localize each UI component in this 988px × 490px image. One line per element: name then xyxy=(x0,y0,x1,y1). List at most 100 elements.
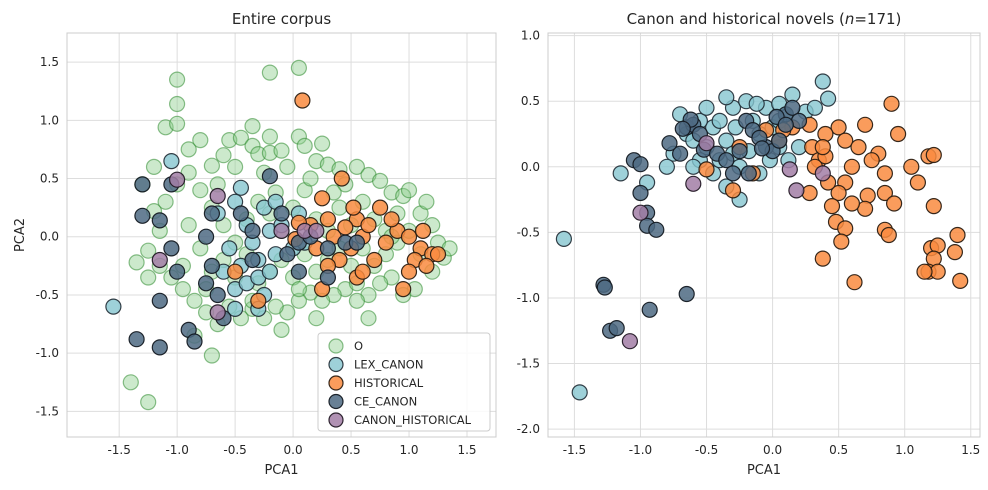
scatter-point xyxy=(169,115,186,132)
scatter-point xyxy=(641,301,658,318)
x-axis-label: PCA1 xyxy=(747,463,781,478)
plot-area xyxy=(548,33,980,437)
scatter-point xyxy=(163,153,180,170)
x-tick-label: -1.5 xyxy=(107,443,130,457)
scatter-point xyxy=(308,310,325,327)
scatter-point xyxy=(850,139,867,156)
series-canon-historical xyxy=(621,135,831,350)
scatter-point xyxy=(354,263,371,280)
scatter-point xyxy=(180,217,197,234)
x-tick-label: 1.5 xyxy=(457,443,476,457)
scatter-point xyxy=(698,135,715,152)
scatter-point xyxy=(671,145,689,162)
scatter-point xyxy=(267,298,284,315)
axes-frame xyxy=(547,32,981,438)
scatter-point xyxy=(678,285,695,303)
scatter-point xyxy=(698,161,715,178)
scatter-point xyxy=(169,263,186,280)
x-tick-label: 0.5 xyxy=(829,443,848,457)
scatter-point xyxy=(203,157,220,174)
scatter-point xyxy=(916,263,933,280)
scatter-point xyxy=(290,292,307,309)
chart-title: Entire corpus xyxy=(232,10,331,28)
scatter-point xyxy=(250,292,267,309)
scatter-point xyxy=(596,279,613,296)
x-tick-label: 0.0 xyxy=(284,443,303,457)
scatter-point xyxy=(174,281,191,298)
scatter-point xyxy=(925,146,942,164)
scatter-point xyxy=(372,172,389,189)
x-tick-label: 0.0 xyxy=(763,443,782,457)
legend-marker xyxy=(328,375,344,391)
legend-label: O xyxy=(354,339,363,353)
scatter-point xyxy=(843,195,861,212)
scatter-point xyxy=(209,187,226,205)
scatter-point xyxy=(418,257,435,274)
scatter-point xyxy=(814,165,831,182)
scatter-point xyxy=(718,132,735,149)
scatter-point xyxy=(711,112,728,130)
x-tick-label: 1.0 xyxy=(399,443,418,457)
scatter-point xyxy=(377,234,394,251)
scatter-point xyxy=(360,217,377,234)
scatter-point xyxy=(724,182,742,199)
scatter-point xyxy=(621,333,639,350)
scatter-point xyxy=(400,228,418,245)
scatter-point xyxy=(348,292,365,309)
scatter-point xyxy=(345,199,362,216)
y-tick-label: -1.5 xyxy=(36,404,59,418)
scatter-point xyxy=(658,158,676,175)
scatter-point xyxy=(273,321,290,338)
y-tick-label: -1.5 xyxy=(517,357,540,371)
scatter-point xyxy=(414,222,432,239)
y-tick-label: 0.0 xyxy=(521,160,540,174)
scatter-point xyxy=(333,170,350,187)
scatter-point xyxy=(612,165,629,182)
scatter-point xyxy=(698,99,715,116)
axes-frame xyxy=(66,32,497,438)
scatter-point xyxy=(383,211,400,228)
scatter-point xyxy=(718,89,735,106)
scatter-point xyxy=(319,240,336,257)
scatter-point xyxy=(814,73,831,90)
scatter-point xyxy=(661,135,678,152)
scatter-point xyxy=(140,394,157,411)
scatter-point xyxy=(273,142,290,159)
series-ce-canon xyxy=(128,168,365,356)
scatter-point xyxy=(209,286,226,304)
y-tick-label: 1.5 xyxy=(40,55,59,69)
chart-title: Canon and historical novels (n=171) xyxy=(627,10,902,28)
scatter-point xyxy=(279,246,296,263)
scatter-point xyxy=(632,156,649,173)
legend-label: HISTORICAL xyxy=(354,376,424,390)
scatter-point xyxy=(232,205,249,222)
scatter-point xyxy=(372,275,389,292)
scatter-point xyxy=(232,179,249,196)
scatter-point xyxy=(203,257,220,274)
scatter-point xyxy=(157,193,174,210)
scatter-point xyxy=(273,205,290,222)
y-tick-label: -1.0 xyxy=(36,346,59,360)
scatter-point xyxy=(294,92,311,109)
y-tick-label: 0.5 xyxy=(521,94,540,108)
scatter-point xyxy=(203,205,220,222)
scatter-point xyxy=(261,128,278,145)
scatter-point xyxy=(227,300,244,317)
scatter-point xyxy=(279,158,296,175)
scatter-point xyxy=(134,207,151,224)
scatter-point xyxy=(648,221,665,238)
title-part: =171) xyxy=(854,10,901,28)
scatter-point xyxy=(221,240,238,257)
scatter-point xyxy=(784,99,801,116)
x-tick-label: 1.0 xyxy=(895,443,914,457)
legend: O LEX_CANON HISTORICAL CE_CANON CANON_HISTOR… xyxy=(317,332,491,432)
scatter-point xyxy=(400,263,418,280)
scatter-point xyxy=(740,165,757,182)
legend-marker xyxy=(328,393,344,410)
scatter-point xyxy=(843,158,861,175)
scatter-point xyxy=(128,254,145,271)
scatter-point xyxy=(180,141,197,158)
scatter-point xyxy=(215,147,232,164)
scatter-point xyxy=(163,240,180,257)
scatter-point xyxy=(244,137,261,154)
